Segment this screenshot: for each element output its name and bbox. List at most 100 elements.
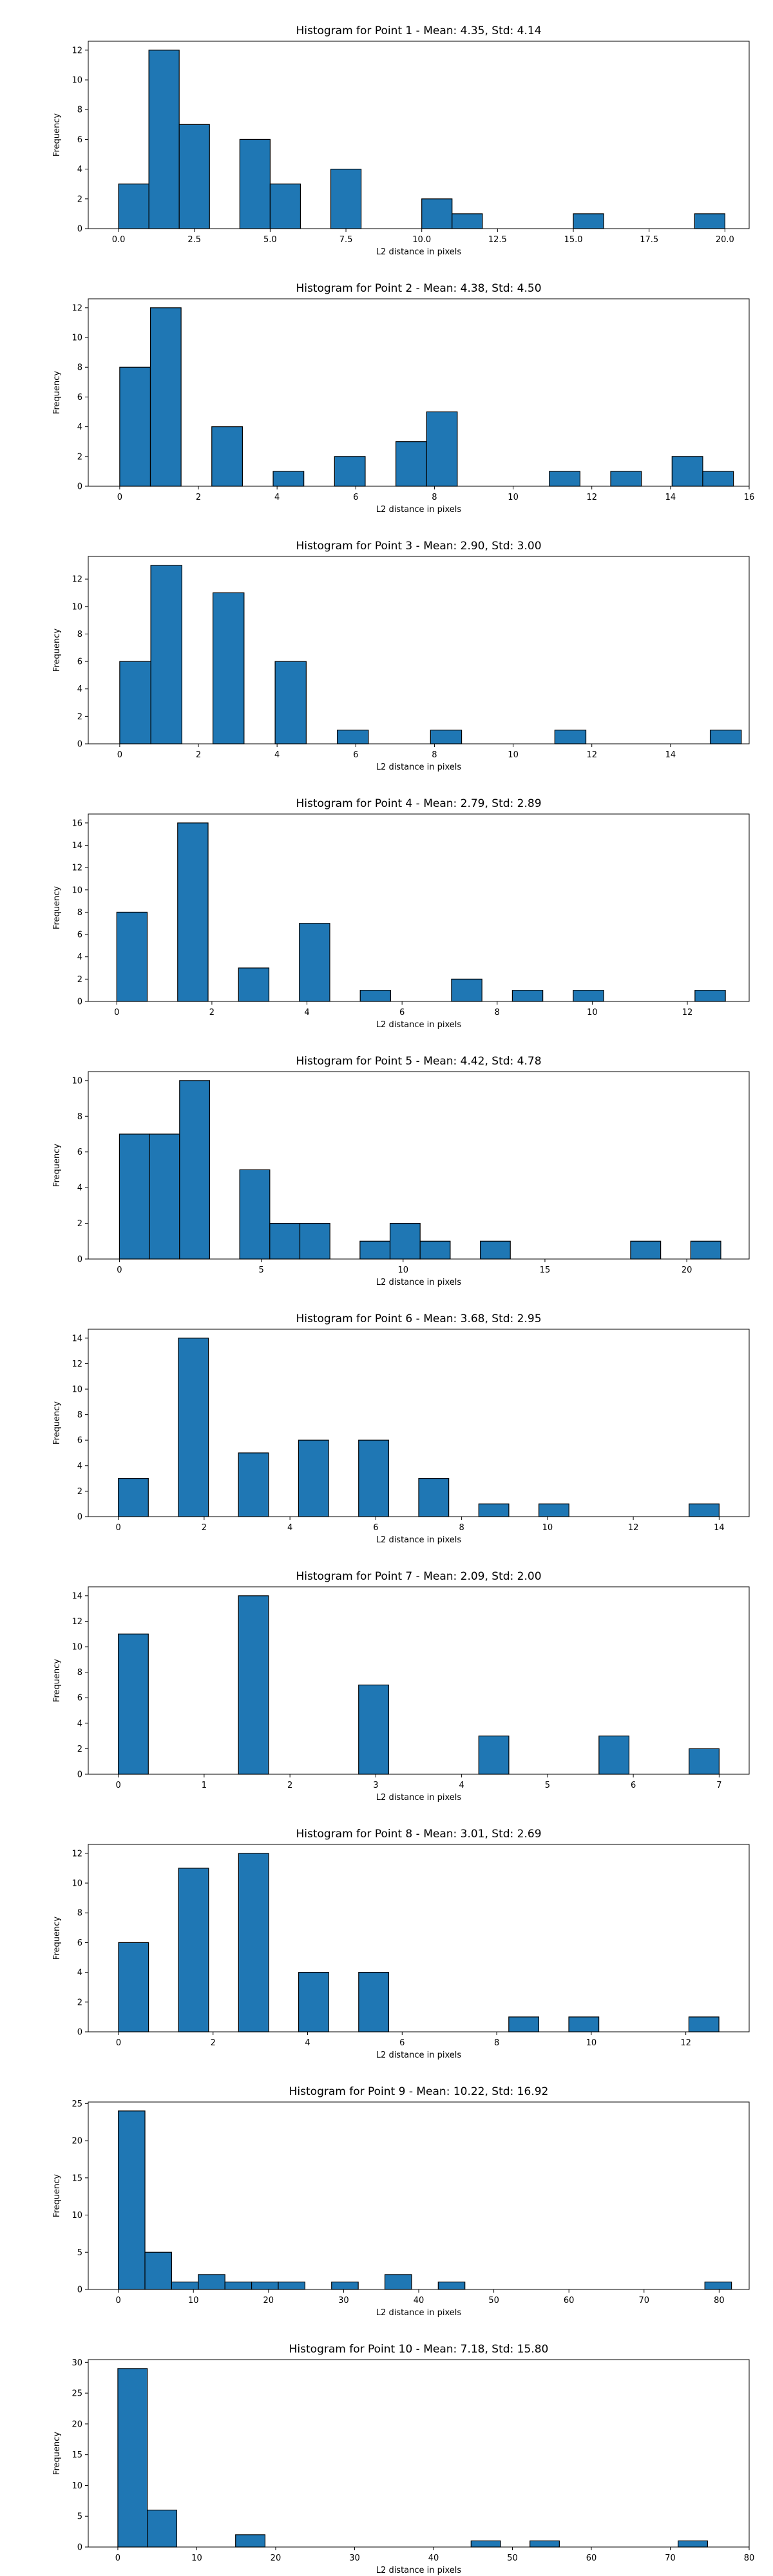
bar-3 xyxy=(238,1853,269,2032)
y-tick-label: 2 xyxy=(77,1219,82,1229)
bars xyxy=(119,307,734,487)
chart-title: Histogram for Point 5 - Mean: 4.42, Std:… xyxy=(296,1055,541,1068)
bars xyxy=(116,822,726,1002)
bar-7 xyxy=(478,1503,510,1517)
x-tick-label: 30 xyxy=(338,2296,349,2306)
x-tick-label: 6 xyxy=(399,2038,405,2048)
bar-7 xyxy=(568,2016,600,2032)
x-tick-label: 10 xyxy=(587,1008,598,1018)
bar-1 xyxy=(117,2368,148,2548)
bar-8 xyxy=(688,2016,720,2032)
y-tick-label: 4 xyxy=(77,165,82,175)
bar-8 xyxy=(573,990,604,1002)
y-tick-label: 0 xyxy=(77,2028,82,2038)
y-tick-label: 4 xyxy=(77,1184,82,1193)
plot-frame xyxy=(88,2359,750,2548)
y-axis-label: Frequency xyxy=(52,2174,62,2217)
x-tick-label: 12 xyxy=(680,2038,691,2048)
bar-4 xyxy=(239,1169,271,1260)
y-tick-label: 2 xyxy=(77,975,82,985)
histogram-panel-9: Histogram for Point 9 - Mean: 10.22, Std… xyxy=(52,2085,750,2318)
y-tick-label: 10 xyxy=(72,1385,82,1395)
bar-6 xyxy=(451,978,482,1002)
y-tick-label: 6 xyxy=(77,1436,82,1446)
y-tick-label: 4 xyxy=(77,1719,82,1728)
x-tick-label: 10 xyxy=(188,2296,199,2306)
y-tick-label: 2 xyxy=(77,1745,82,1754)
histogram-panel-10: Histogram for Point 10 - Mean: 7.18, Std… xyxy=(52,2343,754,2575)
bar-8 xyxy=(389,1222,421,1260)
bar-9 xyxy=(573,213,604,229)
y-tick-label: 10 xyxy=(72,1879,82,1889)
x-tick-label: 2 xyxy=(209,1008,215,1018)
bar-1 xyxy=(118,1633,149,1775)
bar-7 xyxy=(554,730,587,744)
x-tick-label: 10 xyxy=(542,1523,553,1533)
chart-title: Histogram for Point 4 - Mean: 2.79, Std:… xyxy=(296,797,541,810)
x-tick-label: 12 xyxy=(682,1008,693,1018)
bar-3 xyxy=(238,1452,269,1517)
y-tick-label: 20 xyxy=(72,2137,82,2146)
y-axis-label: Frequency xyxy=(52,113,62,156)
y-tick-label: 25 xyxy=(72,2099,82,2109)
chart-title: Histogram for Point 9 - Mean: 10.22, Std… xyxy=(289,2085,549,2098)
y-tick-label: 8 xyxy=(77,1410,82,1420)
x-tick-label: 7 xyxy=(716,1781,721,1790)
y-tick-label: 10 xyxy=(72,1076,82,1086)
x-tick-label: 8 xyxy=(495,1008,500,1018)
x-tick-label: 0 xyxy=(117,1265,122,1275)
x-tick-label: 7.5 xyxy=(339,235,353,245)
bars xyxy=(118,1338,720,1517)
bar-5 xyxy=(359,990,392,1002)
bar-10 xyxy=(479,1240,511,1260)
plot-frame xyxy=(88,1071,750,1260)
x-tick-label: 17.5 xyxy=(640,235,658,245)
y-tick-label: 0 xyxy=(77,1255,82,1265)
bar-10 xyxy=(437,2281,466,2290)
bar-11 xyxy=(702,471,734,487)
bar-4 xyxy=(470,2540,501,2548)
y-tick-label: 2 xyxy=(77,1998,82,2007)
x-tick-label: 6 xyxy=(631,1781,636,1790)
y-axis-label: Frequency xyxy=(52,1144,62,1187)
bar-5 xyxy=(530,2540,560,2548)
y-tick-label: 14 xyxy=(72,841,82,851)
chart-title: Histogram for Point 6 - Mean: 3.68, Std:… xyxy=(296,1312,541,1325)
x-axis-label: L2 distance in pixels xyxy=(376,247,462,257)
y-axis-label: Frequency xyxy=(52,2432,62,2475)
plot-frame xyxy=(88,1586,750,1775)
plot-frame xyxy=(88,41,750,229)
y-tick-label: 0 xyxy=(77,2286,82,2295)
y-tick-label: 12 xyxy=(72,1617,82,1627)
histogram-panel-8: Histogram for Point 8 - Mean: 3.01, Std:… xyxy=(52,1828,750,2060)
bar-12 xyxy=(690,1240,721,1260)
x-tick-label: 40 xyxy=(428,2553,439,2563)
y-tick-label: 8 xyxy=(77,106,82,115)
x-tick-label: 2 xyxy=(196,750,201,760)
y-tick-label: 15 xyxy=(72,2174,82,2183)
bar-7 xyxy=(511,990,544,1002)
bar-5 xyxy=(269,1222,301,1260)
y-tick-label: 14 xyxy=(72,1591,82,1601)
bar-7 xyxy=(421,198,453,229)
y-tick-label: 20 xyxy=(72,2420,82,2429)
y-tick-label: 0 xyxy=(77,740,82,750)
y-tick-label: 12 xyxy=(72,575,82,585)
histogram-panel-6: Histogram for Point 6 - Mean: 3.68, Std:… xyxy=(52,1312,750,1545)
y-tick-label: 12 xyxy=(72,46,82,55)
x-tick-label: 0 xyxy=(117,493,122,502)
bar-3 xyxy=(171,2281,199,2290)
y-tick-label: 15 xyxy=(72,2450,82,2460)
bars xyxy=(119,1080,721,1260)
bar-5 xyxy=(598,1736,630,1775)
x-axis-label: L2 distance in pixels xyxy=(376,2308,462,2318)
y-tick-label: 4 xyxy=(77,1968,82,1978)
x-tick-label: 10 xyxy=(508,750,519,760)
y-tick-label: 8 xyxy=(77,630,82,639)
x-tick-label: 12 xyxy=(586,493,597,502)
x-tick-label: 80 xyxy=(744,2553,755,2563)
x-tick-label: 60 xyxy=(564,2296,575,2306)
bars xyxy=(118,2110,732,2290)
bar-2 xyxy=(148,50,180,229)
y-tick-label: 0 xyxy=(77,1770,82,1780)
